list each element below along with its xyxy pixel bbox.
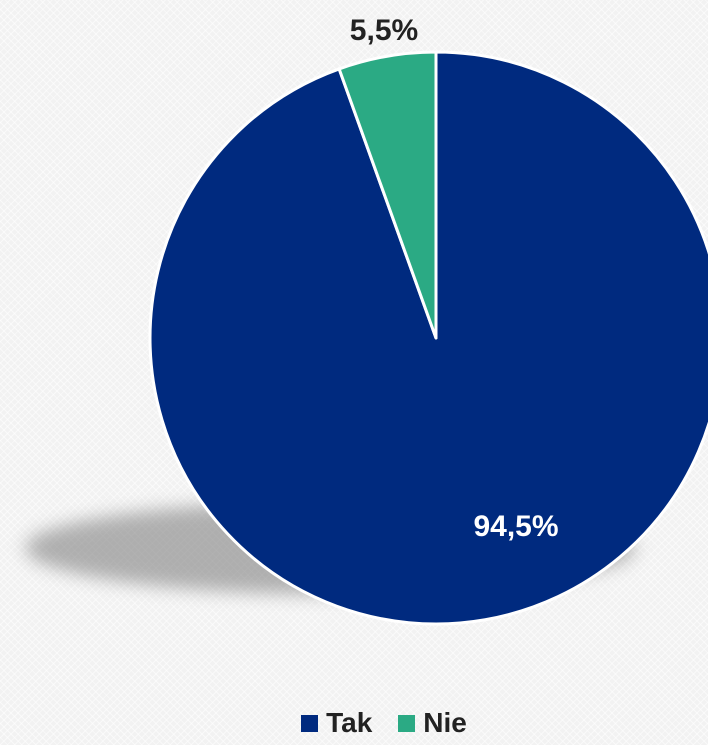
data-label-nie: 5,5% [350,14,418,47]
data-label-tak: 94,5% [473,510,558,543]
pie-slice-nie[interactable] [337,50,438,340]
legend: Tak Nie [0,707,708,739]
legend-swatch-tak [301,714,319,732]
legend-label-nie: Nie [423,707,467,738]
legend-item-tak[interactable]: Tak [301,707,372,739]
legend-label-tak: Tak [326,707,373,738]
pie-slice-tak[interactable] [148,50,708,626]
legend-item-nie[interactable]: Nie [398,707,467,739]
legend-swatch-nie [398,714,416,732]
